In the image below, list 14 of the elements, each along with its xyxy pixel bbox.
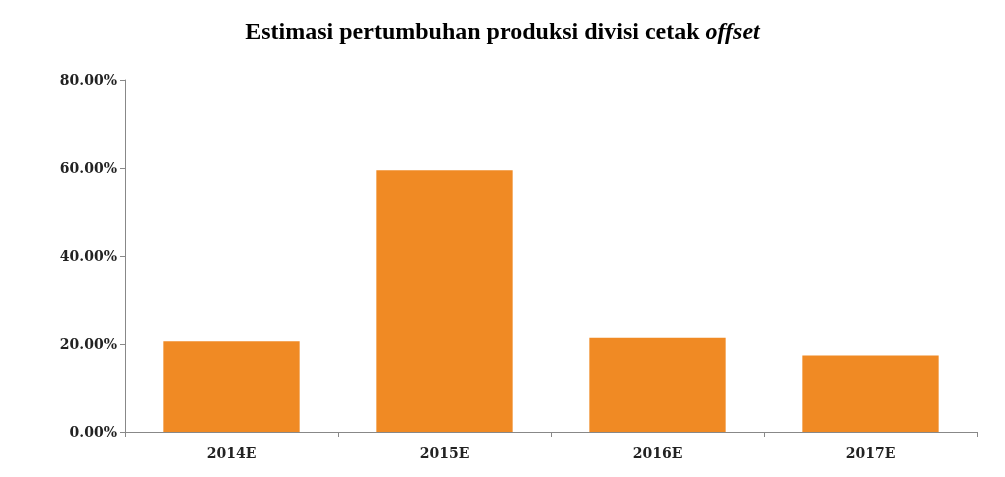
y-tick-label: 60.00% xyxy=(59,160,117,176)
y-tick-label: 20.00% xyxy=(59,336,117,352)
y-tick-label: 80.00% xyxy=(59,72,117,88)
chart-title: Estimasi pertumbuhan produksi divisi cetak offset xyxy=(245,18,762,44)
x-tick-label: 2014E xyxy=(206,445,257,461)
x-tick-label: 2015E xyxy=(419,445,470,461)
bar xyxy=(589,337,726,432)
bar xyxy=(376,170,513,432)
y-tick-label: 40.00% xyxy=(59,248,117,264)
x-tick-label: 2016E xyxy=(632,445,683,461)
y-tick-label: 0.00% xyxy=(69,424,117,440)
bar xyxy=(802,355,939,432)
x-tick-label: 2017E xyxy=(845,445,896,461)
bar xyxy=(163,341,300,432)
